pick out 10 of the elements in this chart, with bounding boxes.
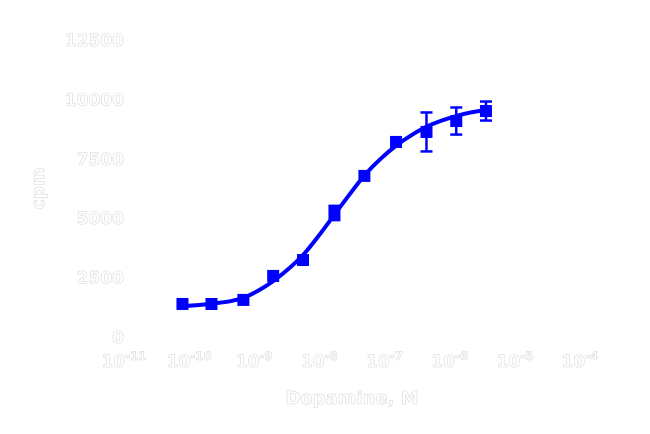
point: [450, 115, 462, 128]
point: [390, 136, 402, 148]
point: [205, 298, 218, 310]
point: [420, 126, 432, 138]
point: [480, 105, 492, 118]
point: [267, 270, 280, 282]
point: [358, 170, 370, 182]
point: [237, 294, 250, 306]
point: [176, 298, 188, 310]
point: [297, 254, 310, 266]
